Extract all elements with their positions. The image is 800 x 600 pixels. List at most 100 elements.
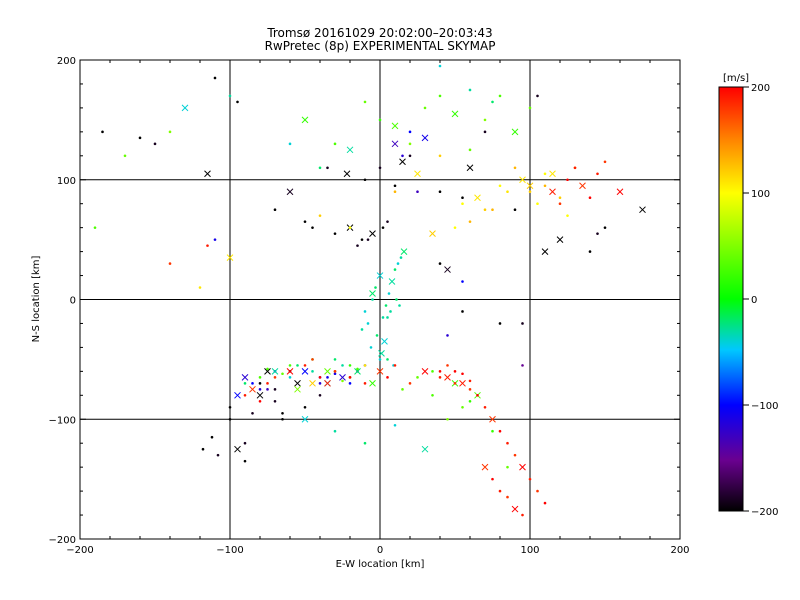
x-tick-label: −100 xyxy=(216,545,243,556)
data-point-cross xyxy=(481,463,489,471)
data-point-cross xyxy=(339,373,346,381)
data-point xyxy=(198,286,202,289)
data-point xyxy=(348,382,352,385)
data-point-cross xyxy=(346,146,354,154)
data-point xyxy=(401,388,404,391)
data-point xyxy=(243,459,247,463)
data-point xyxy=(596,232,599,235)
data-point xyxy=(348,376,352,379)
colorbar-label: [m/s] xyxy=(723,73,749,84)
x-axis-label: E-W location [km] xyxy=(336,559,425,570)
data-point xyxy=(416,376,419,379)
data-point xyxy=(498,94,502,98)
data-point xyxy=(468,148,472,152)
data-point-cross xyxy=(256,391,264,399)
data-point xyxy=(438,262,442,265)
data-point xyxy=(506,441,509,445)
data-point-cross xyxy=(391,122,399,130)
data-point xyxy=(386,376,389,379)
data-point-cross xyxy=(414,170,421,178)
data-point xyxy=(438,64,442,68)
data-point xyxy=(216,453,220,457)
data-point xyxy=(201,447,205,451)
data-point xyxy=(528,106,532,110)
data-point xyxy=(258,382,262,385)
data-point-cross xyxy=(376,367,384,375)
data-point-cross xyxy=(294,385,301,393)
data-point-cross xyxy=(204,170,211,178)
data-point xyxy=(318,382,322,385)
data-point xyxy=(393,423,397,427)
data-point xyxy=(393,190,397,194)
data-point-cross xyxy=(388,278,396,285)
data-point xyxy=(408,142,412,146)
data-point xyxy=(360,328,364,331)
data-point-cross xyxy=(381,338,388,345)
data-point xyxy=(213,238,217,241)
data-point-cross xyxy=(451,110,459,118)
data-point xyxy=(408,130,412,134)
data-point xyxy=(363,100,367,104)
data-point xyxy=(266,382,269,385)
y-tick-label: 0 xyxy=(70,296,76,307)
data-point xyxy=(258,376,262,379)
data-point-cross xyxy=(519,463,526,471)
data-point xyxy=(378,358,382,361)
data-point-cross xyxy=(369,379,376,387)
data-point xyxy=(536,202,539,205)
data-point-cross xyxy=(271,367,279,375)
data-point xyxy=(536,489,539,493)
data-point xyxy=(243,441,247,445)
data-point xyxy=(573,166,577,170)
data-point-cross xyxy=(421,367,429,375)
data-point-cross xyxy=(301,367,309,375)
data-points xyxy=(93,64,646,517)
data-point xyxy=(93,226,97,229)
data-point xyxy=(536,94,539,98)
data-point xyxy=(273,376,277,379)
data-point xyxy=(393,184,397,188)
data-point xyxy=(236,100,239,104)
data-point-cross xyxy=(234,445,241,453)
data-point xyxy=(378,118,382,122)
x-tick-label: 0 xyxy=(377,545,383,556)
data-point xyxy=(296,364,299,367)
data-point xyxy=(266,367,269,371)
data-point-cross xyxy=(549,188,556,196)
data-point-cross xyxy=(466,164,474,172)
data-point xyxy=(386,220,389,223)
data-point xyxy=(446,334,449,337)
data-point xyxy=(393,364,397,367)
data-point xyxy=(228,405,232,409)
data-point xyxy=(431,370,434,373)
data-point xyxy=(483,118,487,122)
colorbar-tick-label: 100 xyxy=(751,189,770,200)
data-point xyxy=(303,405,307,409)
data-point xyxy=(386,358,389,361)
data-point xyxy=(213,76,217,80)
data-point xyxy=(468,388,472,391)
data-point xyxy=(408,382,412,385)
data-point-cross xyxy=(181,104,189,112)
colorbar xyxy=(718,86,744,512)
data-point xyxy=(453,370,457,373)
grid-lines xyxy=(80,60,680,539)
data-point xyxy=(366,322,370,325)
colorbar-ticks: 200 100 0 −100 −200 xyxy=(743,83,778,518)
data-point xyxy=(389,310,392,313)
data-point xyxy=(303,220,307,223)
data-point-cross xyxy=(421,134,429,142)
data-point xyxy=(453,382,457,385)
data-point-cross xyxy=(378,350,385,357)
data-point xyxy=(468,399,472,403)
data-point xyxy=(483,130,487,134)
data-point-cross xyxy=(391,140,399,148)
data-point xyxy=(318,214,322,217)
x-axis-ticks: −200 −100 0 100 200 xyxy=(66,60,690,556)
colorbar-tick-label: −200 xyxy=(751,507,778,518)
data-point-cross xyxy=(324,367,331,375)
y-axis-ticks: −200 −100 0 100 200 xyxy=(49,56,680,546)
data-point xyxy=(318,376,322,379)
data-point xyxy=(468,220,472,223)
